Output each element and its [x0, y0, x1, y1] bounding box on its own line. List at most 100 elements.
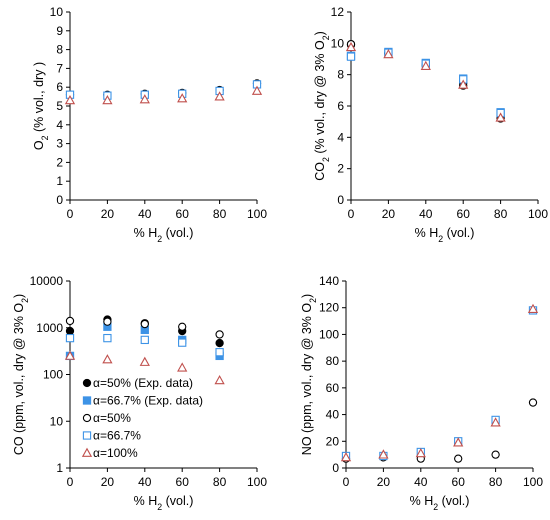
data-point: [527, 303, 539, 313]
legend-marker: [82, 378, 92, 388]
series-open-triangle-red: [64, 85, 263, 105]
data-point: [215, 330, 224, 339]
x-tick-label: 40: [414, 475, 428, 489]
x-tick-label: 40: [138, 475, 152, 489]
x-tick-label: 60: [176, 475, 190, 489]
series-open-square-blue: [65, 80, 262, 100]
data-point: [346, 52, 356, 61]
x-axis-label: % H2 (vol.): [134, 226, 194, 244]
data-point: [458, 79, 469, 89]
chart-o2: 0 20 40 60 80 100 0 1 2 3 4 5 6 7 8 9 10 % H2 (vol.) O2 (%…: [32, 5, 267, 244]
y-tick-label: 80: [326, 354, 340, 368]
series-open-square-blue: [65, 333, 224, 357]
x-tick-label: 100: [523, 475, 543, 489]
legend-label: α=66.7% (Exp. data): [93, 394, 203, 408]
y-tick-label: 4: [337, 130, 344, 144]
series-filled-square-blue: [346, 47, 505, 117]
x-tick-label: 40: [138, 207, 152, 221]
data-point: [345, 41, 357, 52]
series-open-triangle-red: [340, 303, 539, 462]
y-tick-label: 0: [332, 461, 339, 475]
data-point: [65, 316, 75, 326]
y-tick-label: 10: [331, 36, 345, 50]
series-open-triangle-red: [345, 41, 506, 122]
data-point: [383, 48, 394, 59]
data-point: [528, 398, 538, 407]
legend-item: α=50% (Exp. data): [82, 376, 193, 390]
data-point: [215, 348, 224, 357]
y-tick-label: 10000: [30, 274, 64, 288]
data-point: [378, 449, 389, 459]
legend-label: α=50% (Exp. data): [93, 376, 193, 390]
x-tick-label: 40: [419, 207, 433, 221]
y-tick-label: 6: [56, 80, 63, 94]
data-point: [251, 85, 263, 95]
y-tick-label: 40: [326, 408, 340, 422]
x-axis-label: % H2 (vol.): [134, 494, 194, 512]
data-point: [454, 454, 463, 463]
chart-no: 0 20 40 60 80 100 0 20 40 60 80 100 120 140 % H2 (vol.…: [300, 274, 543, 512]
x-tick-label: 80: [213, 207, 227, 221]
data-point: [139, 94, 150, 104]
data-point: [491, 450, 500, 459]
data-point: [177, 362, 188, 372]
x-tick-label: 60: [457, 207, 471, 221]
data-point: [178, 322, 187, 331]
data-point: [340, 451, 352, 462]
y-tick-label: 10: [50, 414, 64, 428]
series-filled-circle-black: [346, 40, 505, 122]
y-tick-label: 6: [337, 99, 344, 113]
data-point: [65, 326, 75, 336]
x-tick-label: 60: [452, 475, 466, 489]
x-tick-label: 80: [489, 475, 503, 489]
data-point: [420, 60, 431, 70]
y-tick-label: 100: [43, 368, 63, 382]
y-tick-label: 1: [56, 174, 63, 188]
y-tick-label: 0: [56, 193, 63, 207]
data-point: [178, 338, 187, 347]
data-point: [490, 417, 501, 427]
data-point: [214, 91, 225, 101]
y-axis-label: CO2 (% vol., dry @ 3% O2): [313, 31, 331, 181]
x-tick-label: 60: [176, 207, 190, 221]
y-tick-label: 3: [56, 137, 63, 151]
y-tick-label: 1: [56, 461, 63, 475]
legend-item: α=66.7% (Exp. data): [82, 394, 203, 408]
y-tick-label: 8: [337, 68, 344, 82]
y-axis-label: O2 (% vol., dry ): [32, 62, 50, 150]
series-open-circle-black: [65, 316, 224, 339]
data-point: [102, 95, 113, 105]
y-tick-label: 140: [319, 274, 339, 288]
y-tick-label: 2: [56, 155, 63, 169]
data-point: [139, 356, 150, 366]
x-tick-label: 20: [377, 475, 391, 489]
data-point: [214, 375, 225, 385]
y-axis-label: NO (ppm, vol., dry @ 3% O2): [300, 294, 318, 455]
x-tick-label: 0: [67, 207, 74, 221]
y-tick-label: 20: [326, 434, 340, 448]
data-point: [177, 93, 188, 103]
series-open-circle-black: [65, 79, 262, 99]
data-point: [103, 317, 112, 326]
x-tick-label: 80: [213, 475, 227, 489]
chart-co: 0 20 40 60 80 100 1 10 100 1000 10000 % H2 (vol.) CO…: [12, 274, 267, 512]
data-point: [140, 319, 149, 329]
x-tick-label: 20: [382, 207, 396, 221]
x-tick-label: 20: [101, 207, 115, 221]
y-tick-label: 100: [319, 327, 339, 341]
x-tick-label: 0: [67, 475, 74, 489]
legend-item: α=50%: [82, 411, 131, 425]
series-open-square-blue: [341, 306, 538, 461]
series-open-triangle-red: [64, 350, 225, 385]
y-tick-label: 1000: [36, 321, 63, 335]
y-tick-label: 12: [331, 5, 345, 19]
legend-marker: [82, 413, 92, 423]
series-open-circle-black: [346, 39, 505, 123]
y-tick-label: 2: [337, 162, 344, 176]
chart-co2: 0 20 40 60 80 100 0 2 4 6 8 10 12 % H2 (vol.) CO2 (% v…: [313, 5, 548, 244]
legend-item: α=100%: [81, 446, 138, 460]
data-point: [495, 112, 506, 122]
legend-marker: [81, 447, 93, 457]
x-tick-label: 100: [247, 475, 267, 489]
